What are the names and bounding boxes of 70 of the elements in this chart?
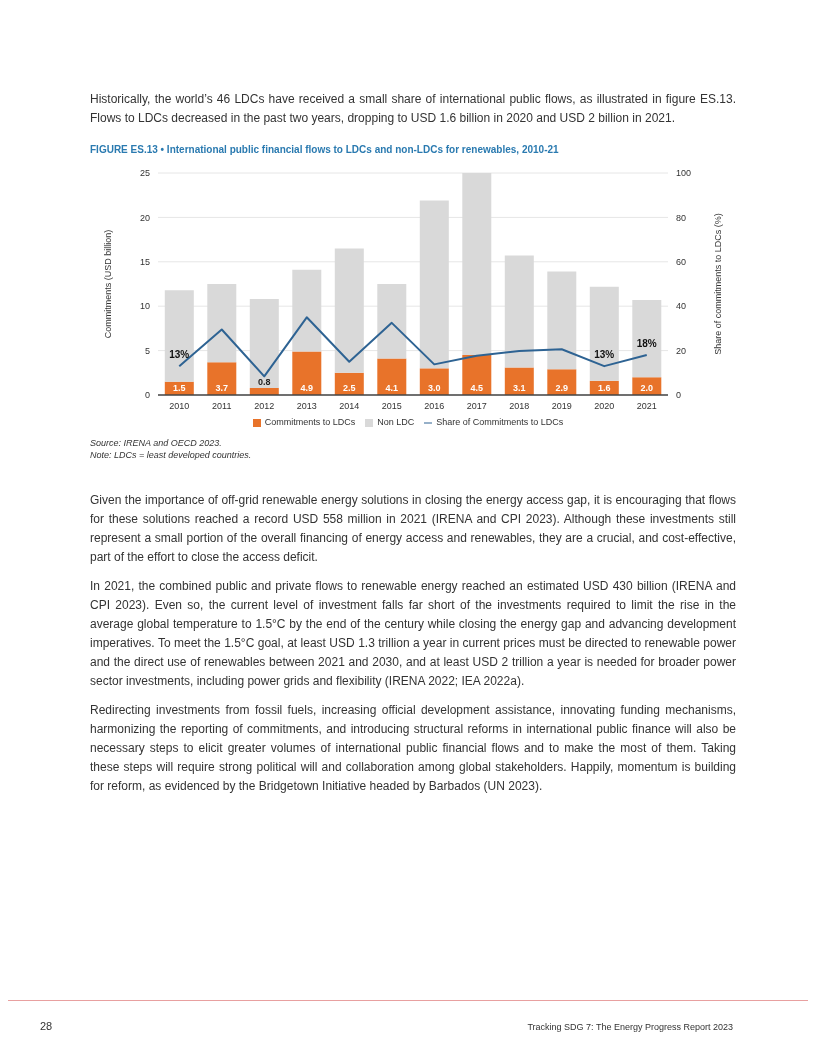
source-note: Source: IRENA and OECD 2023. [90,437,223,449]
data-label: 13% [594,349,615,361]
data-label: 3.0 [428,383,441,393]
x-tick-label: 2011 [212,401,232,412]
x-tick-label: 2018 [509,401,530,412]
text: Note: LDCs = least developed countries. [90,449,253,461]
bar [377,284,407,359]
text: Historically, the world’s 46 LDCs have received a small share of international public flows, as illustrated in figure ES.13. Flows to LDCs decreased in the past two years, dropping to USD 1.6 billion in 2020 and USD 2 billion in 2021. [90,91,736,127]
x-tick-label: 2014 [339,401,360,412]
data-label: 1.6 [598,383,611,393]
bar [377,358,407,395]
y-tick-label: 20 [139,212,150,223]
bar [207,362,237,395]
bar [292,269,322,352]
data-label: 2.0 [640,383,654,393]
y-tick-label: 25 [139,168,150,179]
y2-tick-label: 80 [676,212,687,223]
bar [292,351,322,395]
bar [504,367,534,395]
data-label: 4.1 [385,383,399,393]
x-tick-label: 2016 [424,401,445,412]
y-tick-label: 15 [139,256,150,267]
y2-axis-title: Share of commitments to LDCs (%) [713,213,724,355]
legend-label: Non LDC [377,417,415,427]
text: Given the importance of off-grid renewable energy solutions in closing the energy access gap, it is encouraging that flows for these solutions reached a record USD 558 million in 2021 (IRENA and CPI 2023). Although these investments still represent a small portion of the overall financing of energy access and renewables, they are a crucial, and cost-effective, part of the effort to close the access deficit. [90,492,736,566]
x-tick-label: 2010 [169,401,190,412]
legend-label: Share of Commitments to LDCs [436,417,564,427]
x-tick-label: 2021 [636,401,657,412]
legend-label: Commitments to LDCs [264,417,356,427]
bar [547,271,577,370]
text: Redirecting investments from fossil fuels, increasing official development assistance, innovating funding mechanisms, harmonizing the reporting of commitments, and introducing structural reforms in international public finance will also be necessary steps to elicit greater volumes of international public financial flows and to make the most of them. Taking these steps will require strong political will and collaboration among global stakeholders. Happily, momentum is building for reform, as evidenced by the Bridgetown Initiative headed by Barbados (UN 2023). [90,702,736,795]
bar [164,290,194,382]
y2-tick-label: 100 [676,168,692,179]
bar [462,173,492,356]
bar [419,368,449,395]
bar [249,299,279,388]
bar [334,248,364,373]
y2-tick-label: 40 [676,301,687,312]
y2-tick-label: 0 [676,390,682,401]
y-axis-title: Commitments (USD billion) [103,229,114,339]
bar [589,286,619,381]
data-label: 3.1 [513,383,526,393]
x-tick-label: 2013 [296,401,317,412]
data-label: 3.7 [215,383,229,393]
y2-tick-label: 20 [676,345,687,356]
text: 28 [40,1020,53,1032]
x-tick-label: 2012 [254,401,275,412]
x-tick-label: 2015 [381,401,402,412]
data-label: 13% [169,349,190,361]
bar [207,284,237,363]
y-tick-label: 0 [144,390,150,401]
chart-title: FIGURE ES.13 • International public financial flows to LDCs and non-LDCs for renewables, 2010-21 [90,144,560,155]
data-label: 2.9 [555,383,569,393]
data-label: 4.5 [470,383,484,393]
data-label: 1.5 [173,383,186,393]
x-tick-label: 2019 [551,401,572,412]
bar [632,299,662,378]
y-tick-label: 5 [144,345,150,356]
bar [504,255,534,368]
bar [419,200,449,369]
x-tick-label: 2017 [466,401,487,412]
y2-tick-label: 60 [676,256,687,267]
y-tick-label: 10 [139,301,150,312]
data-label: 4.9 [300,383,314,393]
text: In 2021, the combined public and private flows to renewable energy reached an estimated USD 430 billion (IRENA and CPI 2023). Even so, the current level of investment falls far short of the investments required to limit the rise in the average global temperature to 1.5°C by the end of the century while closing the energy gap and advancing development imperatives. To meet the 1.5°C goal, at least USD 1.3 trillion a year in current prices must be directed to renewable power and the direct use of renewables between 2021 and 2030, and at least USD 2 trillion a year is needed for broader power sector investments, including power grids and flexibility (IRENA 2022; IEA 2022a). [90,578,736,690]
data-label: 2.5 [343,383,356,393]
data-label: 0.8 [258,376,271,387]
data-label: 18% [636,338,657,350]
x-tick-label: 2020 [594,401,615,412]
text: Tracking SDG 7: The Energy Progress Report 2023 [527,1022,733,1032]
